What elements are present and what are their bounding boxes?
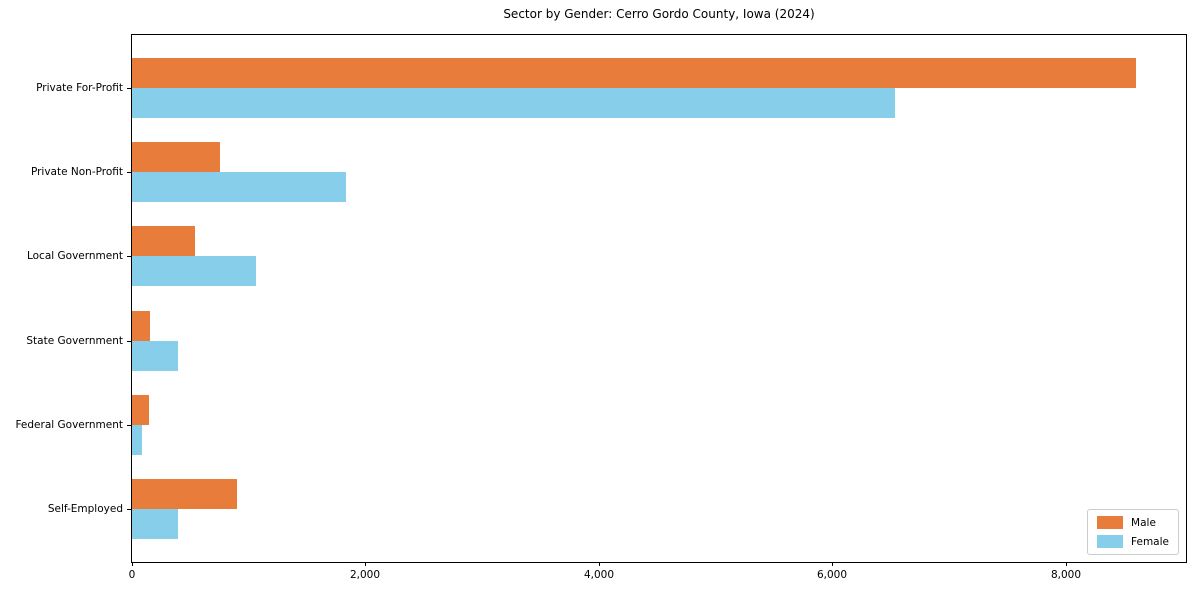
x-tick-label-8000: 8,000 [1050,569,1082,581]
bar-male-private-for-profit [132,58,1136,88]
legend: Male Female [1087,509,1179,555]
legend-item-female: Female [1097,535,1169,548]
y-tick-label-private-for-profit: Private For-Profit [36,82,123,94]
x-tick-label-0: 0 [128,569,136,581]
legend-swatch-male [1097,516,1124,529]
x-tick-label-6000: 6,000 [816,569,848,581]
x-tick-mark [1066,562,1067,566]
y-tick-mark [127,172,131,174]
y-tick-mark [127,256,131,258]
x-tick-mark [365,562,366,566]
y-tick-label-local-government: Local Government [26,250,123,263]
bar-female-self-employed [132,509,178,539]
bar-female-federal-government [132,424,142,455]
x-tick-label-2000: 2,000 [349,569,381,581]
y-tick-mark [127,88,131,89]
chart-title: Sector by Gender: Cerro Gordo County, Io… [503,7,815,21]
legend-label-female: Female [1131,535,1169,548]
x-tick-mark [832,562,833,566]
y-tick-label-federal-government: Federal Government [15,418,123,431]
y-tick-label-private-non-profit: Private Non-Profit [30,166,123,179]
y-tick-label-self-employed: Self-Employed [47,503,123,515]
bar-male-private-non-profit [132,142,220,173]
y-tick-mark [127,340,131,342]
y-tick-mark [127,424,131,426]
y-tick-mark [127,509,131,510]
legend-swatch-female [1097,535,1124,548]
bar-female-local-government [132,256,256,287]
x-tick-mark [599,562,600,566]
bar-male-state-government [132,310,150,341]
bar-female-private-for-profit [132,88,895,118]
legend-item-male: Male [1097,516,1169,529]
bar-female-state-government [132,340,178,371]
x-tick-mark [132,562,133,566]
bar-male-local-government [132,226,195,257]
y-tick-label-state-government: State Government [26,334,123,347]
legend-label-male: Male [1131,516,1156,529]
bar-male-federal-government [132,394,149,425]
bar-male-self-employed [132,479,237,509]
plot-area: Private For-Profit Private Non-Profit Loca… [15,34,1187,581]
x-tick-label-4000: 4,000 [583,569,615,581]
bar-female-private-non-profit [132,172,346,203]
